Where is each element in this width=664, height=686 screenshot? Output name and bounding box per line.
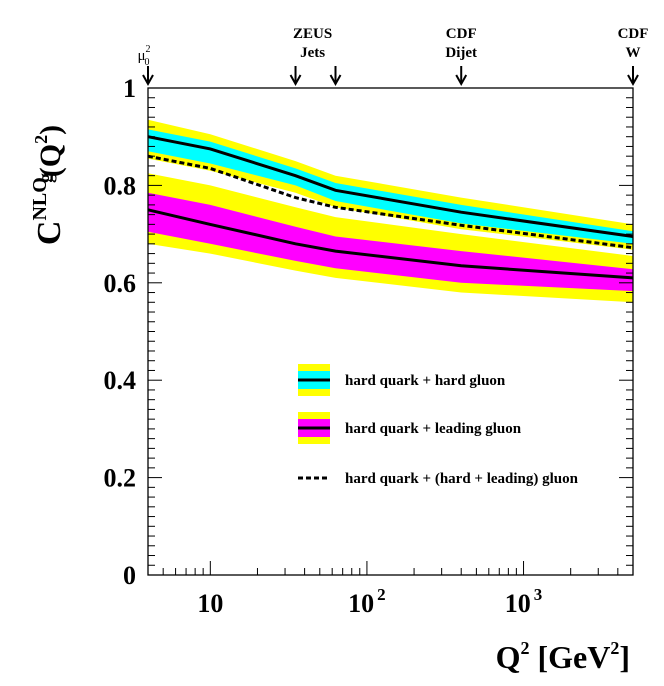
y-tick-label: 0.6 [104,269,137,298]
x-label-mid: [GeV [529,639,610,675]
annotation-arrowhead [455,74,468,87]
x-label-base: Q [496,639,521,675]
series-1-line [147,208,634,280]
series-0-inner-band [148,129,633,244]
series-1-inner-band [148,192,633,292]
x-label-sup2: 2 [610,638,619,658]
annotation-label: W [626,45,641,61]
legend-entry: hard quark + leading gluon [298,412,522,444]
series-2-line [147,154,634,250]
annotation-arrowhead [289,74,302,87]
legend-entry: hard quark + (hard + leading) gluon [298,471,579,487]
x-label-end: ] [619,639,630,675]
x-axis-label: Q2 [GeV2] [496,638,630,675]
uncertainty-bands [148,119,633,303]
legend-entry: hard quark + hard gluon [298,364,506,396]
y-label-sub: g [35,173,57,183]
x-tick-label: 10 3 [505,585,543,618]
y-label-close: ) [34,125,67,135]
legend-label: hard quark + hard gluon [345,373,506,389]
tick-labels: 0 0.2 0.4 0.6 0.8 1 10 10 2 10 3 [104,74,543,618]
y-tick-label: 0.8 [104,171,137,200]
legend-label: hard quark + leading gluon [345,421,522,437]
y-tick-label: 0 [123,561,136,590]
annotation-arrowhead [329,74,342,87]
annotation-label: ZEUS [293,26,332,42]
y-label-sup: NLO [29,177,51,220]
y-tick-label: 0.2 [104,464,137,493]
y-tick-label: 0.4 [104,366,137,395]
y-axis-label: CNLO(Q2) [29,125,68,245]
annotation-label: CDF [618,26,649,42]
top-annotations: μ2 0 ZEUS Jets CDF Dijet CDF W [137,26,649,87]
series-lines [147,135,634,280]
x-tick-label: 10 [197,589,223,618]
x-tick-label: 10 2 [348,585,386,618]
y-label-paren: (Q [34,144,67,177]
legend: hard quark + hard gluon hard quark + lead… [298,364,579,487]
annotation-arrowhead [142,74,154,87]
annotation-label: Jets [300,45,325,61]
axis-ticks [147,87,634,576]
annotation-mu: μ2 0 [137,44,150,68]
x-label-sup1: 2 [520,638,529,658]
y-label-paren-sup: 2 [31,135,51,144]
y-label-base: C [31,221,68,246]
annotation-label: Dijet [445,45,477,61]
series-0-line [147,135,634,238]
legend-label: hard quark + (hard + leading) gluon [345,471,579,487]
svg-text:CNLO(Q2): CNLO(Q2) [29,125,68,245]
annotation-arrowhead [627,74,639,87]
y-tick-label: 1 [123,74,136,103]
annotation-label: CDF [446,26,477,42]
